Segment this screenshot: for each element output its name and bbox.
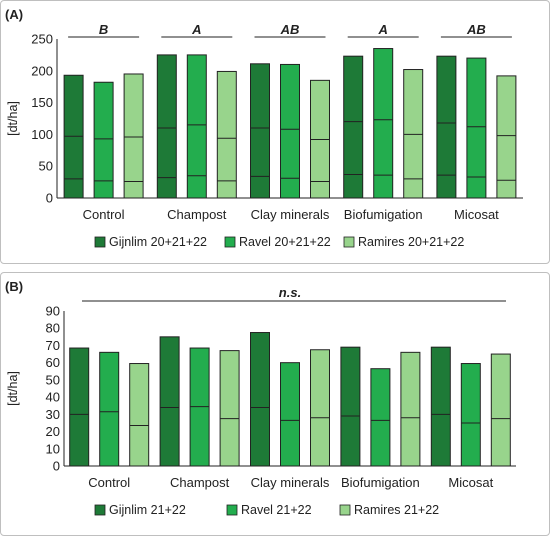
significance-label: n.s. xyxy=(279,285,301,300)
bar-1 xyxy=(250,332,270,467)
y-tick-label: 80 xyxy=(46,321,60,336)
bar-2 xyxy=(280,362,300,467)
y-tick-label: 30 xyxy=(46,407,60,422)
y-tick-label: 150 xyxy=(31,95,53,110)
legend-label: Gijnlim 21+22 xyxy=(109,503,186,517)
legend-swatch xyxy=(339,504,351,516)
bar-1 xyxy=(430,346,451,467)
category-label: Micosat xyxy=(454,207,499,222)
bar-2 xyxy=(370,368,391,467)
y-tick-label: 60 xyxy=(46,355,60,370)
legend-swatch xyxy=(94,236,106,248)
y-tick-label: 0 xyxy=(53,459,60,474)
category-label: Champost xyxy=(167,207,227,222)
chart-b: (B) [dt/ha] 0 10 20 30 40 50 60 70 80 90 Control Cham… xyxy=(5,279,516,517)
bar-1 xyxy=(156,54,177,199)
bar-3 xyxy=(310,349,330,467)
significance-letter: B xyxy=(99,22,108,37)
legend-swatch xyxy=(94,504,106,516)
legend-swatch xyxy=(343,236,355,248)
panel-label: (B) xyxy=(5,279,23,294)
legend-label: Ramires 20+21+22 xyxy=(358,235,464,249)
bar-3 xyxy=(129,363,150,467)
panel-label: (A) xyxy=(5,7,23,22)
bar-3 xyxy=(403,69,424,199)
category-label: Control xyxy=(83,207,125,222)
significance-letter: A xyxy=(378,22,388,37)
bar-2 xyxy=(460,363,481,467)
y-tick-label: 40 xyxy=(46,390,60,405)
y-tick-label: 10 xyxy=(46,441,60,456)
category-label: Champost xyxy=(170,475,230,490)
bar-2 xyxy=(99,351,120,467)
bar-3 xyxy=(490,353,511,467)
legend-label: Gijnlim 20+21+22 xyxy=(109,235,207,249)
bar-1 xyxy=(340,346,361,467)
y-tick-label: 200 xyxy=(31,63,53,78)
bar-1 xyxy=(250,63,270,199)
bar-2 xyxy=(186,54,207,199)
bar-2 xyxy=(373,48,394,199)
legend-swatch xyxy=(226,504,238,516)
category-label: Clay minerals xyxy=(251,207,330,222)
y-tick-label: 50 xyxy=(46,372,60,387)
bar-2 xyxy=(93,81,114,199)
y-tick-label: 250 xyxy=(31,32,53,47)
y-axis-label: [dt/ha] xyxy=(6,101,20,136)
bar-3 xyxy=(219,350,240,467)
category-label: Control xyxy=(88,475,130,490)
bar-3 xyxy=(400,351,421,467)
legend-swatch xyxy=(224,236,236,248)
legend-label: Ravel 21+22 xyxy=(241,503,312,517)
bar-3 xyxy=(216,70,237,199)
category-label: Clay minerals xyxy=(251,475,330,490)
bar-1 xyxy=(343,55,364,199)
bar-1 xyxy=(436,55,457,199)
y-tick-label: 20 xyxy=(46,424,60,439)
y-tick-label: 70 xyxy=(46,338,60,353)
chart-a: (A) [dt/ha] 0 50 100 150 200 250 Control B Champos… xyxy=(5,7,523,249)
bar-3 xyxy=(496,75,517,199)
significance-letter: AB xyxy=(280,22,300,37)
significance-letter: AB xyxy=(466,22,486,37)
legend-label: Ramires 21+22 xyxy=(354,503,439,517)
bar-2 xyxy=(280,63,300,199)
category-label: Biofumigation xyxy=(344,207,423,222)
panel-a: (A) [dt/ha] 0 50 100 150 200 250 Control B Champos… xyxy=(0,0,550,264)
y-tick-label: 0 xyxy=(46,191,53,206)
category-label: Biofumigation xyxy=(341,475,420,490)
significance-letter: A xyxy=(191,22,201,37)
bar-2 xyxy=(466,57,487,199)
y-axis-label: [dt/ha] xyxy=(6,371,20,406)
y-tick-label: 100 xyxy=(31,127,53,142)
bar-1 xyxy=(69,347,90,467)
bar-1 xyxy=(159,336,180,467)
panel-b: (B) [dt/ha] 0 10 20 30 40 50 60 70 80 90 Control Cham… xyxy=(0,272,550,536)
bar-3 xyxy=(123,73,144,199)
category-label: Micosat xyxy=(448,475,493,490)
legend-label: Ravel 20+21+22 xyxy=(239,235,331,249)
y-tick-label: 50 xyxy=(39,159,53,174)
y-tick-label: 90 xyxy=(46,304,60,319)
